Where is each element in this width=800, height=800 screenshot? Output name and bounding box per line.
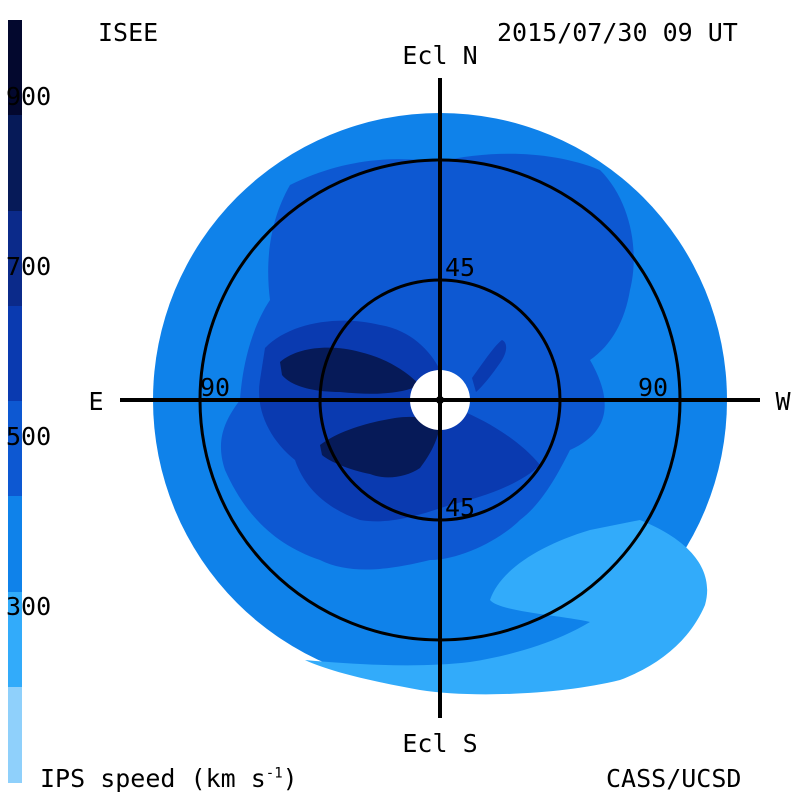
colorbar-segment [8,210,22,307]
timestamp-label: 2015/07/30 09 UT [497,18,738,47]
colorbar-title-close: ) [282,764,298,793]
low-speed-region-southwest [305,520,708,695]
label-east: E [88,387,103,416]
colorbar-tick-900: 900 [6,82,52,111]
colorbar-segment [8,115,22,212]
label-outer-ring-east: 90 [200,373,230,402]
label-outer-ring-west: 90 [638,373,668,402]
colorbar-title: IPS speed (km s-1) [40,766,298,791]
very-high-speed-region-north [280,347,420,394]
colorbar-segment [8,401,22,498]
label-west: W [775,387,791,416]
high-speed-finger-northwest [472,340,507,392]
colorbar-segment [8,305,22,402]
label-ecliptic-south: Ecl S [402,729,477,758]
colorbar-segment [8,496,22,593]
colorbar-segment [8,591,22,688]
colorbar-title-main: IPS speed (km s [40,764,266,793]
label-inner-ring-north: 45 [445,253,475,282]
colorbar-tick-500: 500 [6,422,52,451]
colorbar-tick-300: 300 [6,592,52,621]
sun-center-dot [436,396,444,404]
credit-label: CASS/UCSD [606,764,742,793]
colorbar-tick-700: 700 [6,252,52,281]
colorbar-segment [8,20,22,117]
label-ecliptic-north: Ecl N [402,41,477,70]
colorbar-title-exponent: -1 [265,765,283,782]
speed-colorbar [8,20,22,783]
label-inner-ring-south: 45 [445,493,475,522]
very-high-speed-region-south [320,416,440,478]
colorbar-segment [8,686,22,783]
observatory-label: ISEE [98,18,159,47]
